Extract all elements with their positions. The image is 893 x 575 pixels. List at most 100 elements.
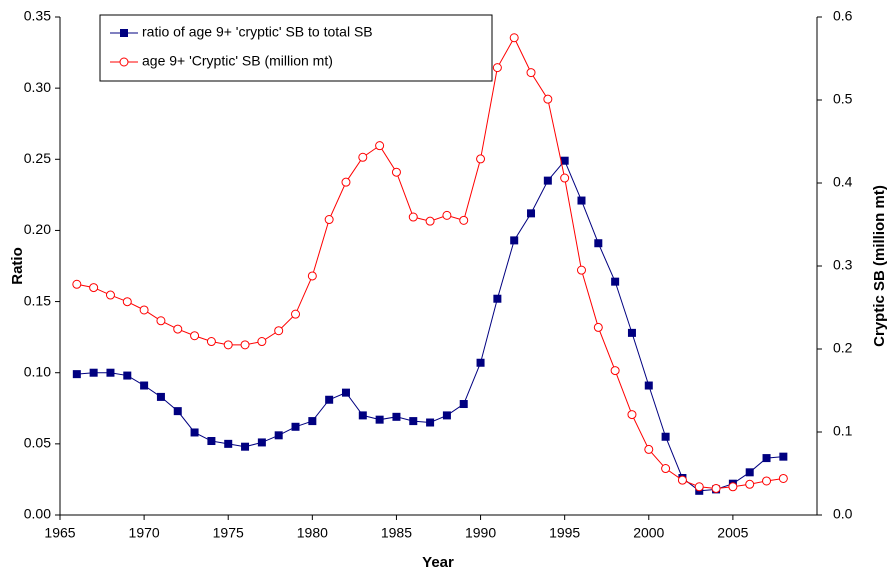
x-tick-label: 1970: [129, 525, 160, 541]
data-point: [610, 366, 620, 376]
data-point: [442, 411, 451, 420]
y-tick-label: 0.00: [24, 506, 51, 522]
y-tick-label: 0.20: [24, 221, 51, 237]
x-tick-label: 2005: [717, 525, 748, 541]
series-line: [76, 159, 784, 492]
data-point: [375, 415, 384, 424]
y2-tick-label: 0.3: [833, 257, 853, 273]
data-point: [543, 176, 552, 185]
data-point: [173, 324, 183, 334]
x-tick-label: 1965: [44, 525, 75, 541]
data-point: [560, 156, 569, 165]
data-point: [240, 340, 250, 350]
data-point: [577, 196, 586, 205]
y2-tick-label: 0.1: [833, 423, 853, 439]
legend-label: ratio of age 9+ 'cryptic' SB to total SB: [142, 24, 373, 40]
data-point: [375, 141, 385, 151]
data-point: [106, 368, 115, 377]
data-point: [745, 468, 754, 477]
data-point: [224, 439, 233, 448]
data-point: [241, 442, 250, 451]
legend-box: [99, 14, 493, 82]
data-point: [122, 297, 132, 307]
y2-tick-label: 0.5: [833, 91, 853, 107]
data-point: [324, 215, 334, 225]
x-tick-label: 1985: [381, 525, 412, 541]
data-point: [627, 410, 637, 420]
data-point: [493, 294, 502, 303]
data-point: [459, 400, 468, 409]
data-point: [72, 279, 82, 289]
data-point: [492, 63, 502, 73]
data-point: [476, 358, 485, 367]
data-point: [291, 309, 301, 319]
y2-axis-title: Cryptic SB (million mt): [871, 185, 888, 347]
data-point: [89, 283, 99, 293]
data-point: [560, 173, 570, 183]
y-tick-label: 0.30: [24, 79, 51, 95]
data-point: [661, 432, 670, 441]
x-tick-label: 1995: [549, 525, 580, 541]
data-point: [391, 167, 401, 177]
data-point: [526, 68, 536, 78]
data-point: [257, 337, 267, 347]
data-point: [139, 305, 149, 315]
data-point: [644, 381, 653, 390]
data-point: [611, 277, 620, 286]
data-point: [257, 438, 266, 447]
data-point: [762, 454, 771, 463]
data-point: [527, 209, 536, 218]
x-tick-label: 2000: [633, 525, 664, 541]
legend-marker: [120, 29, 128, 37]
data-point: [325, 395, 334, 404]
data-point: [341, 388, 350, 397]
x-axis-title: Year: [422, 554, 454, 571]
data-point: [677, 475, 687, 485]
data-point: [206, 337, 216, 347]
data-point: [694, 482, 704, 492]
data-point: [593, 322, 603, 332]
data-point: [89, 368, 98, 377]
data-point: [510, 236, 519, 245]
data-point: [476, 154, 486, 164]
x-tick-label: 1980: [297, 525, 328, 541]
data-point: [426, 418, 435, 427]
y-axis-title: Ratio: [9, 247, 26, 285]
data-point: [307, 271, 317, 281]
data-point: [341, 177, 351, 187]
data-point: [745, 479, 755, 489]
data-point: [207, 437, 216, 446]
data-point: [392, 412, 401, 421]
data-point: [156, 392, 165, 401]
data-point: [190, 428, 199, 437]
data-point: [425, 216, 435, 226]
y-tick-label: 0.25: [24, 150, 51, 166]
data-point: [627, 328, 636, 337]
y2-tick-label: 0.0: [833, 506, 853, 522]
y-tick-label: 0.15: [24, 292, 51, 308]
data-point: [123, 371, 132, 380]
y-tick-label: 0.05: [24, 435, 51, 451]
data-point: [778, 473, 788, 483]
data-point: [105, 290, 115, 300]
data-point: [156, 316, 166, 326]
data-point: [779, 452, 788, 461]
data-point: [644, 444, 654, 454]
data-point: [509, 33, 519, 43]
data-point: [358, 411, 367, 420]
x-tick-label: 1975: [213, 525, 244, 541]
data-point: [661, 464, 671, 474]
data-point: [408, 212, 418, 222]
data-point: [576, 265, 586, 275]
data-point: [358, 152, 368, 162]
y2-tick-label: 0.2: [833, 340, 853, 356]
data-point: [442, 210, 452, 220]
data-point: [274, 326, 284, 336]
data-point: [711, 483, 721, 493]
data-point: [762, 476, 772, 486]
data-point: [223, 340, 233, 350]
data-point: [409, 417, 418, 426]
data-point: [728, 482, 738, 492]
y-tick-label: 0.35: [24, 8, 51, 24]
